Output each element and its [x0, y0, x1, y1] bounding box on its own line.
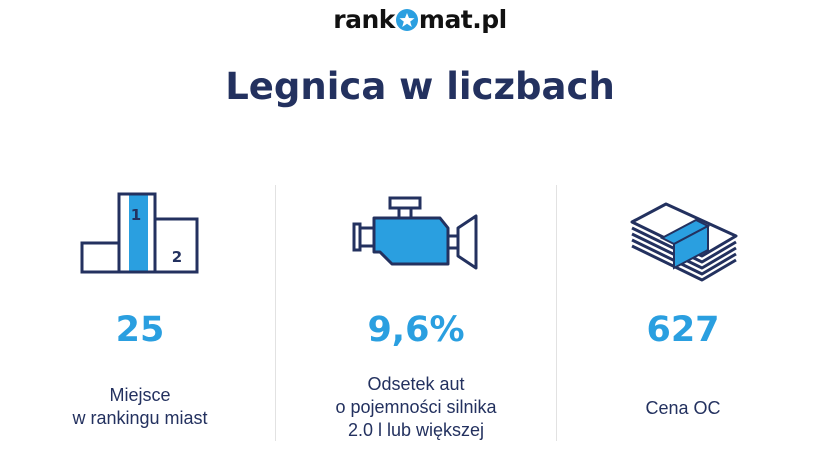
ranking-label-line: Miejsce: [109, 385, 171, 405]
engine-label-line: Odsetek aut: [367, 374, 465, 394]
engine-value: 9,6%: [367, 310, 465, 350]
podium-second-label: 2: [172, 248, 182, 266]
page-title: Legnica w liczbach: [225, 65, 615, 108]
money-stack-icon: [630, 202, 738, 282]
podium-first-label: 1: [131, 206, 141, 224]
logo-text-right: mat.pl: [418, 5, 507, 34]
rankomat-logo: rank mat.pl: [0, 4, 840, 36]
engine-label-line: o pojemności silnika: [335, 397, 497, 417]
engine-label: Odsetek aut o pojemności silnika 2.0 l l…: [281, 373, 551, 442]
ranking-label: Miejsce w rankingu miast: [5, 384, 275, 430]
ranking-value: 25: [115, 310, 165, 350]
engine-label-line: 2.0 l lub większej: [347, 420, 485, 440]
engine-icon: [352, 196, 478, 270]
logo-star-icon: [395, 9, 418, 31]
ranking-label-line: w rankingu miast: [72, 408, 208, 428]
logo-text-left: rank: [333, 5, 395, 34]
price-label: Cena OC: [548, 397, 818, 420]
podium-icon: 1 2: [80, 192, 199, 274]
column-divider: [275, 185, 276, 441]
column-divider: [556, 185, 557, 441]
price-label-line: Cena OC: [645, 398, 721, 418]
price-value: 627: [646, 310, 720, 350]
